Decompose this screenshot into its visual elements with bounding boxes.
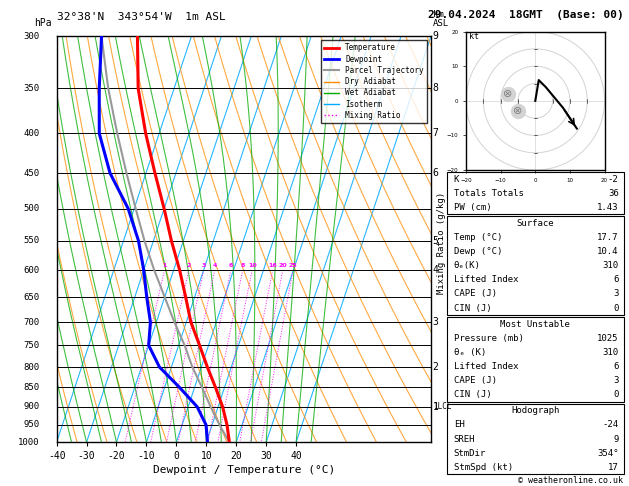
Text: 450: 450	[24, 169, 40, 177]
Text: CIN (J): CIN (J)	[454, 304, 491, 312]
Text: 310: 310	[603, 261, 619, 270]
Text: 350: 350	[24, 84, 40, 93]
Text: 1.43: 1.43	[597, 203, 619, 212]
Text: 3: 3	[201, 263, 206, 268]
Text: 10: 10	[248, 263, 257, 268]
Text: 6: 6	[613, 362, 619, 371]
Text: 2: 2	[433, 362, 438, 372]
Legend: Temperature, Dewpoint, Parcel Trajectory, Dry Adiabat, Wet Adiabat, Isotherm, Mi: Temperature, Dewpoint, Parcel Trajectory…	[321, 40, 427, 123]
Text: 800: 800	[24, 363, 40, 372]
Text: CIN (J): CIN (J)	[454, 390, 491, 399]
Text: 354°: 354°	[597, 449, 619, 458]
Text: 16: 16	[269, 263, 277, 268]
Text: 4: 4	[213, 263, 217, 268]
Text: 310: 310	[603, 348, 619, 357]
Text: 6: 6	[229, 263, 233, 268]
Text: 0: 0	[613, 304, 619, 312]
Text: 950: 950	[24, 420, 40, 430]
Text: EH: EH	[454, 420, 464, 430]
Text: 10.4: 10.4	[597, 247, 619, 256]
Text: θₑ (K): θₑ (K)	[454, 348, 486, 357]
Text: kt: kt	[469, 32, 479, 40]
Text: 17.7: 17.7	[597, 233, 619, 242]
Text: 9: 9	[613, 434, 619, 444]
Text: 0: 0	[613, 390, 619, 399]
Text: 25: 25	[289, 263, 298, 268]
Text: K: K	[454, 174, 459, 184]
Text: StmSpd (kt): StmSpd (kt)	[454, 463, 513, 472]
Text: -2: -2	[608, 174, 619, 184]
Text: hPa: hPa	[34, 18, 52, 28]
Text: Totals Totals: Totals Totals	[454, 189, 523, 198]
Text: 3: 3	[613, 376, 619, 385]
Text: 17: 17	[608, 463, 619, 472]
Text: 850: 850	[24, 383, 40, 392]
Text: 5: 5	[433, 236, 438, 246]
Text: 9: 9	[433, 32, 438, 41]
Text: Lifted Index: Lifted Index	[454, 276, 518, 284]
Text: 8: 8	[240, 263, 245, 268]
Text: 1LCL: 1LCL	[433, 402, 451, 411]
Text: km
ASL: km ASL	[433, 10, 449, 28]
Text: 1000: 1000	[18, 438, 40, 447]
Text: 4: 4	[433, 265, 438, 275]
Text: 300: 300	[24, 32, 40, 41]
Text: Lifted Index: Lifted Index	[454, 362, 518, 371]
Text: Mixing Ratio (g/kg): Mixing Ratio (g/kg)	[437, 192, 446, 294]
Text: 29.04.2024  18GMT  (Base: 00): 29.04.2024 18GMT (Base: 00)	[428, 10, 623, 20]
Text: Temp (°C): Temp (°C)	[454, 233, 502, 242]
X-axis label: Dewpoint / Temperature (°C): Dewpoint / Temperature (°C)	[153, 466, 335, 475]
Text: Pressure (mb): Pressure (mb)	[454, 334, 523, 343]
Text: -24: -24	[603, 420, 619, 430]
Text: 1025: 1025	[597, 334, 619, 343]
Text: StmDir: StmDir	[454, 449, 486, 458]
Text: Surface: Surface	[516, 219, 554, 228]
Text: 600: 600	[24, 265, 40, 275]
Text: 400: 400	[24, 129, 40, 138]
Text: CAPE (J): CAPE (J)	[454, 376, 497, 385]
Text: 500: 500	[24, 204, 40, 213]
Text: ⊗: ⊗	[513, 106, 523, 116]
Text: 36: 36	[608, 189, 619, 198]
Text: 3: 3	[613, 290, 619, 298]
Text: Dewp (°C): Dewp (°C)	[454, 247, 502, 256]
Text: SREH: SREH	[454, 434, 475, 444]
Text: 20: 20	[279, 263, 287, 268]
Text: 1: 1	[433, 402, 438, 412]
Text: 900: 900	[24, 402, 40, 411]
Text: 750: 750	[24, 341, 40, 350]
Text: 2: 2	[187, 263, 191, 268]
Text: 650: 650	[24, 293, 40, 301]
Text: 7: 7	[433, 128, 438, 139]
Text: ⊗: ⊗	[503, 89, 512, 99]
Text: θₑ(K): θₑ(K)	[454, 261, 481, 270]
Text: 32°38'N  343°54'W  1m ASL: 32°38'N 343°54'W 1m ASL	[57, 12, 225, 22]
Text: CAPE (J): CAPE (J)	[454, 290, 497, 298]
Text: © weatheronline.co.uk: © weatheronline.co.uk	[518, 476, 623, 485]
Text: PW (cm): PW (cm)	[454, 203, 491, 212]
Text: 550: 550	[24, 236, 40, 245]
Text: 3: 3	[433, 317, 438, 327]
Text: Most Unstable: Most Unstable	[500, 320, 571, 329]
Text: 8: 8	[433, 84, 438, 93]
Text: 1: 1	[162, 263, 167, 268]
Text: 700: 700	[24, 317, 40, 327]
Text: Hodograph: Hodograph	[511, 406, 559, 416]
Text: 6: 6	[613, 276, 619, 284]
Text: 6: 6	[433, 168, 438, 178]
